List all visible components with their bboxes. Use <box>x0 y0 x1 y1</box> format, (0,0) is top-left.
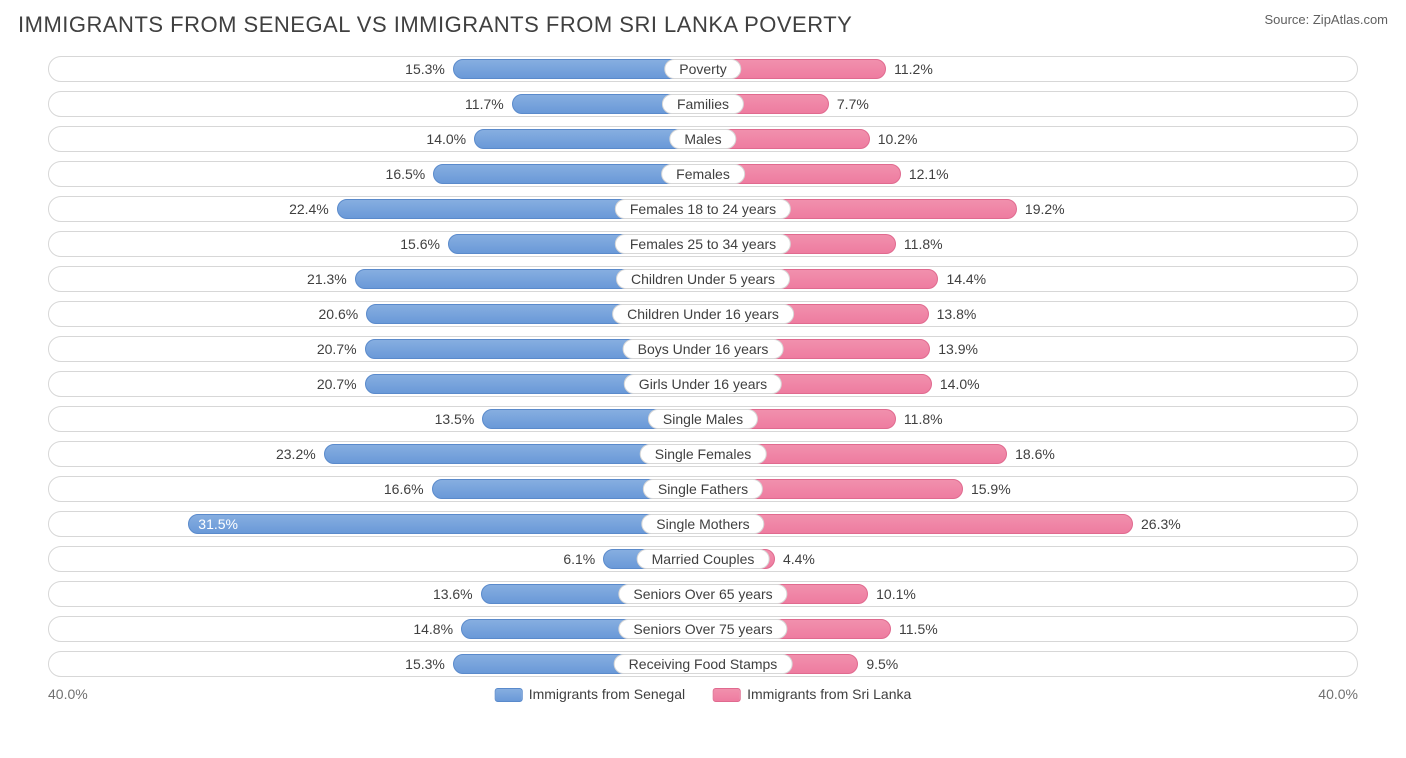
value-right: 10.2% <box>878 131 918 147</box>
category-pill: Females 25 to 34 years <box>615 234 791 254</box>
value-left: 13.6% <box>433 586 473 602</box>
value-right: 18.6% <box>1015 446 1055 462</box>
value-left: 20.7% <box>317 376 357 392</box>
legend-item-right: Immigrants from Sri Lanka <box>713 686 911 702</box>
chart-row: 22.4% 19.2% Females 18 to 24 years <box>48 196 1358 222</box>
chart-source: Source: ZipAtlas.com <box>1264 12 1388 27</box>
chart-row: 13.6% 10.1% Seniors Over 65 years <box>48 581 1358 607</box>
value-right: 11.8% <box>904 236 943 252</box>
swatch-left-icon <box>495 688 523 702</box>
swatch-right-icon <box>713 688 741 702</box>
category-pill: Poverty <box>664 59 741 79</box>
value-left: 15.6% <box>400 236 440 252</box>
value-right: 12.1% <box>909 166 949 182</box>
chart-row: 23.2% 18.6% Single Females <box>48 441 1358 467</box>
chart-row: 31.5% 26.3% Single Mothers <box>48 511 1358 537</box>
category-pill: Children Under 5 years <box>616 269 790 289</box>
value-right: 11.8% <box>904 411 943 427</box>
value-left: 11.7% <box>465 96 504 112</box>
value-left: 23.2% <box>276 446 316 462</box>
chart-row: 6.1% 4.4% Married Couples <box>48 546 1358 572</box>
category-pill: Families <box>662 94 744 114</box>
value-left: 6.1% <box>563 551 595 567</box>
value-right: 7.7% <box>837 96 869 112</box>
category-pill: Married Couples <box>637 549 770 569</box>
value-left: 16.5% <box>386 166 426 182</box>
category-pill: Single Females <box>640 444 767 464</box>
value-left: 31.5% <box>198 516 238 532</box>
value-left: 15.3% <box>405 61 445 77</box>
value-right: 11.5% <box>899 621 938 637</box>
value-right: 10.1% <box>876 586 916 602</box>
value-right: 15.9% <box>971 481 1011 497</box>
value-left: 20.7% <box>317 341 357 357</box>
chart-row: 13.5% 11.8% Single Males <box>48 406 1358 432</box>
category-pill: Seniors Over 65 years <box>618 584 787 604</box>
value-right: 4.4% <box>783 551 815 567</box>
legend-item-left: Immigrants from Senegal <box>495 686 685 702</box>
value-left: 13.5% <box>435 411 475 427</box>
value-right: 13.8% <box>937 306 977 322</box>
chart-row: 20.7% 14.0% Girls Under 16 years <box>48 371 1358 397</box>
value-right: 9.5% <box>866 656 898 672</box>
value-right: 11.2% <box>894 61 933 77</box>
value-right: 14.0% <box>940 376 980 392</box>
value-right: 19.2% <box>1025 201 1065 217</box>
category-pill: Females 18 to 24 years <box>615 199 791 219</box>
axis-label-left: 40.0% <box>48 686 88 702</box>
value-left: 20.6% <box>319 306 359 322</box>
category-pill: Boys Under 16 years <box>623 339 784 359</box>
category-pill: Single Males <box>648 409 758 429</box>
value-left: 16.6% <box>384 481 424 497</box>
chart-row: 15.6% 11.8% Females 25 to 34 years <box>48 231 1358 257</box>
axis-row: 40.0%40.0%Immigrants from SenegalImmigra… <box>48 686 1358 712</box>
category-pill: Seniors Over 75 years <box>618 619 787 639</box>
value-right: 14.4% <box>946 271 986 287</box>
chart-row: 21.3% 14.4% Children Under 5 years <box>48 266 1358 292</box>
category-pill: Females <box>661 164 745 184</box>
chart-row: 20.6% 13.8% Children Under 16 years <box>48 301 1358 327</box>
chart-row: 11.7% 7.7% Families <box>48 91 1358 117</box>
chart-row: 14.0% 10.2% Males <box>48 126 1358 152</box>
value-left: 14.0% <box>426 131 466 147</box>
bar-left <box>188 514 703 534</box>
category-pill: Males <box>669 129 736 149</box>
chart-row: 15.3% 11.2% Poverty <box>48 56 1358 82</box>
bar-right <box>703 514 1133 534</box>
chart-row: 14.8% 11.5% Seniors Over 75 years <box>48 616 1358 642</box>
chart-header: IMMIGRANTS FROM SENEGAL VS IMMIGRANTS FR… <box>18 12 1388 38</box>
category-pill: Single Fathers <box>643 479 763 499</box>
category-pill: Receiving Food Stamps <box>614 654 793 674</box>
category-pill: Children Under 16 years <box>612 304 794 324</box>
category-pill: Single Mothers <box>641 514 764 534</box>
chart-row: 15.3% 9.5% Receiving Food Stamps <box>48 651 1358 677</box>
chart-area: 15.3%11.2%Poverty11.7%7.7%Families14.0%1… <box>48 52 1358 712</box>
value-left: 21.3% <box>307 271 347 287</box>
category-pill: Girls Under 16 years <box>624 374 782 394</box>
chart-row: 16.5% 12.1% Females <box>48 161 1358 187</box>
chart-title: IMMIGRANTS FROM SENEGAL VS IMMIGRANTS FR… <box>18 12 852 38</box>
axis-label-right: 40.0% <box>1318 686 1358 702</box>
chart-row: 20.7% 13.9% Boys Under 16 years <box>48 336 1358 362</box>
chart-row: 16.6% 15.9% Single Fathers <box>48 476 1358 502</box>
value-left: 22.4% <box>289 201 329 217</box>
legend: Immigrants from Senegal Immigrants from S… <box>495 686 912 702</box>
value-left: 14.8% <box>413 621 453 637</box>
value-right: 26.3% <box>1141 516 1181 532</box>
value-right: 13.9% <box>938 341 978 357</box>
value-left: 15.3% <box>405 656 445 672</box>
